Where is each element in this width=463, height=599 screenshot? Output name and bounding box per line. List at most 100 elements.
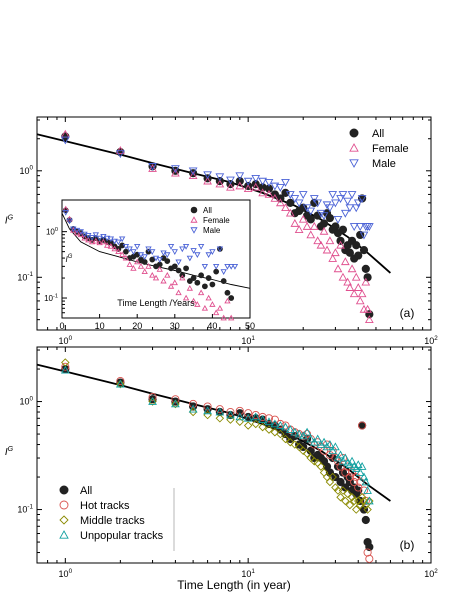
x-tick-label: 102 [424,568,438,579]
legend-marker [349,143,359,152]
inset-point-all [198,272,205,279]
data-point-middle-tracks [341,496,350,506]
fit-curve [61,213,251,289]
data-point-middle-tracks [345,500,355,510]
inset-point-female [141,268,148,274]
data-point-female [243,184,253,192]
data-point-unpopular-tracks [313,434,323,443]
data-point-male [333,216,343,224]
data-point-male [294,199,304,208]
tick-label-exponent: -1 [27,271,33,278]
data-point-male [353,199,363,208]
data-point-all [341,483,350,492]
data-point-all [319,219,329,228]
data-point-female [338,272,348,281]
legend-entry: All [372,128,384,140]
data-point-male [235,172,245,181]
data-point-male [215,173,225,182]
data-point-female [235,181,245,190]
inset-point-female [103,242,111,248]
data-point-male [60,136,70,145]
inset-point-male [164,252,171,259]
inset-point-male [103,235,111,242]
inset-point-male [228,263,235,270]
legend-marker [59,500,69,510]
data-point-male [171,165,180,174]
tick-label-exponent: 1 [251,335,255,342]
legend-entry: Middle tracks [80,515,145,527]
inset-point-male [224,263,231,270]
data-point-male [340,209,350,218]
data-point-female [226,182,235,191]
data-point-male [364,223,374,232]
inset-point-female [111,245,118,252]
data-point-male [298,191,308,199]
data-point-male [345,204,355,213]
data-point-female [319,226,329,235]
data-point-female [290,218,300,227]
data-point-female [281,203,290,212]
data-point-unpopular-tracks [270,419,280,428]
data-point-male [316,209,326,218]
data-point-all [336,477,345,487]
data-point-unpopular-tracks [331,442,340,451]
data-point-hot-tracks [365,554,374,563]
data-point-hot-tracks [148,393,157,402]
inset-legend-marker [190,227,198,234]
inset-point-male [149,249,156,255]
data-point-middle-tracks [338,486,348,495]
inset-legend-marker [190,216,198,223]
x-tick-label: 101 [241,568,255,579]
inset-point-male [209,249,216,255]
inset-point-male [171,249,178,255]
data-point-female [345,283,355,291]
inset-point-female [205,294,212,301]
data-point-all [325,213,335,223]
data-point-middle-tracks [363,505,372,514]
data-point-female [333,264,343,273]
data-point-female [171,168,180,177]
y-axis-label: IG [5,215,14,227]
y-tick-label: 100 [46,227,58,237]
data-point-all [345,248,354,257]
legend-b: All Hot tracks Middle tracks Unpopular trac… [59,485,175,551]
data-point-all [235,177,244,186]
data-point-male [336,195,345,203]
data-point-unpopular-tracks [115,379,125,388]
inset-point-male [197,244,205,250]
data-point-hot-tracks [341,468,350,477]
data-point-middle-tracks [365,496,374,506]
data-point-male [357,195,367,203]
data-point-middle-tracks [116,379,125,389]
data-point-female [309,221,319,230]
data-point-middle-tracks [343,489,352,499]
inset-point-all [183,265,189,272]
data-point-male [188,167,198,176]
data-point-male [359,231,369,240]
tick-label-base: 10 [59,336,69,346]
inset-point-male [81,231,88,238]
data-point-middle-tracks [316,462,326,471]
data-point-unpopular-tracks [294,429,304,438]
legend-marker [59,515,69,525]
inset-point-female [167,283,175,289]
inset-point-female [115,248,122,255]
data-point-male [349,223,359,232]
data-point-male [226,176,235,185]
data-point-female [115,146,125,154]
data-point-hot-tracks [235,406,244,415]
data-point-unpopular-tracks [243,413,253,422]
data-point-female [347,264,357,273]
data-point-female [322,245,332,254]
inset-legend-entry: Female [203,216,230,225]
data-point-middle-tracks [215,414,225,423]
data-point-female [275,198,285,207]
data-point-hot-tracks [244,409,253,418]
inset-point-male [130,249,137,255]
panel-label-b: (b) [400,538,415,552]
data-point-unpopular-tracks [336,450,345,459]
data-point-female [264,189,274,198]
data-point-unpopular-tracks [264,417,274,426]
